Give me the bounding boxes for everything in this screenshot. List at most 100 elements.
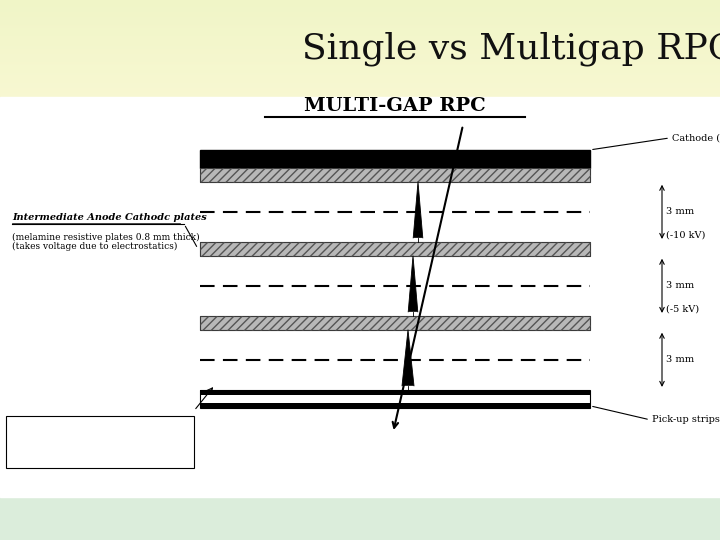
Text: 3 mm: 3 mm [666,281,694,291]
Text: (-5 kV): (-5 kV) [666,305,699,314]
Bar [0,539,720,540]
Bar [0,76,720,78]
Text: Pick-up strips (0 V): Pick-up strips (0 V) [652,415,720,424]
Bar [0,23,720,24]
Text: MULTI-GAP RPC: MULTI-GAP RPC [304,97,486,115]
Bar [0,520,720,521]
Bar [0,13,720,15]
Bar [0,536,720,537]
Bar [0,523,720,524]
Bar [0,58,720,60]
Bar [0,37,720,39]
Bar [0,73,720,75]
Bar [0,97,720,497]
Bar [0,10,720,11]
Bar [0,504,720,505]
Bar [0,42,720,44]
Bar [6,416,194,468]
Bar [200,242,590,256]
Bar [200,403,590,408]
Bar [0,506,720,507]
Bar [200,316,590,330]
Bar [0,521,720,522]
Bar [200,390,590,395]
Bar [0,34,720,36]
Bar [0,515,720,516]
Bar [0,505,720,506]
Bar [0,60,720,62]
Bar [0,501,720,502]
Text: (melamine resistive plates 0.8 mm thick): (melamine resistive plates 0.8 mm thick) [12,233,199,242]
Bar [0,45,720,47]
Text: Primary ionisation produced in the: Primary ionisation produced in the [14,427,186,436]
Bar [0,507,720,508]
Bar [0,503,720,504]
Bar [0,2,720,3]
Bar [0,18,720,19]
Bar [0,532,720,533]
Bar [0,32,720,34]
Bar [0,75,720,76]
Bar [0,530,720,531]
Bar [0,510,720,511]
Bar [0,524,720,525]
Bar [200,168,590,182]
Bar [0,49,720,50]
Bar [0,94,720,96]
Bar [200,168,590,182]
Bar [0,28,720,29]
Text: 3 mm: 3 mm [666,207,694,217]
Bar [0,502,720,503]
Bar [0,83,720,84]
Bar [0,0,720,2]
Text: generates detectable avalanches: generates detectable avalanches [19,447,181,456]
Bar [200,390,590,408]
Bar [0,65,720,66]
Bar [0,512,720,514]
Bar [0,525,720,526]
Bar [0,63,720,65]
Bar [0,508,720,509]
Bar [0,91,720,92]
Bar [0,511,720,512]
Text: 0.5 mm closest to the cathode: 0.5 mm closest to the cathode [26,437,174,446]
Bar [0,509,720,510]
Bar [0,84,720,86]
Bar [0,527,720,528]
Text: (-10 kV): (-10 kV) [666,231,706,240]
Bar [0,11,720,13]
Bar [200,316,590,330]
Bar [0,537,720,538]
Bar [0,531,720,532]
Bar [0,44,720,45]
Bar [200,150,590,168]
Bar [0,71,720,73]
Bar [0,89,720,91]
Text: Cathode (-15 kV): Cathode (-15 kV) [672,133,720,143]
Bar [0,534,720,535]
Bar [0,39,720,40]
Bar [0,81,720,83]
Bar [0,79,720,81]
Bar [0,31,720,32]
Bar [0,497,720,498]
Text: (takes voltage due to electrostatics): (takes voltage due to electrostatics) [12,242,177,251]
Bar [0,529,720,530]
Bar [0,66,720,68]
Bar [0,57,720,58]
Bar [0,55,720,57]
Bar [0,92,720,94]
Bar [0,519,720,520]
Bar [0,8,720,10]
Bar [0,5,720,6]
Polygon shape [408,256,418,312]
Bar [0,53,720,55]
Bar [0,498,720,499]
Bar [0,533,720,534]
Bar [0,78,720,79]
Bar [0,68,720,70]
Bar [0,500,720,501]
Bar [0,40,720,42]
Bar [0,19,720,21]
Bar [0,517,720,518]
